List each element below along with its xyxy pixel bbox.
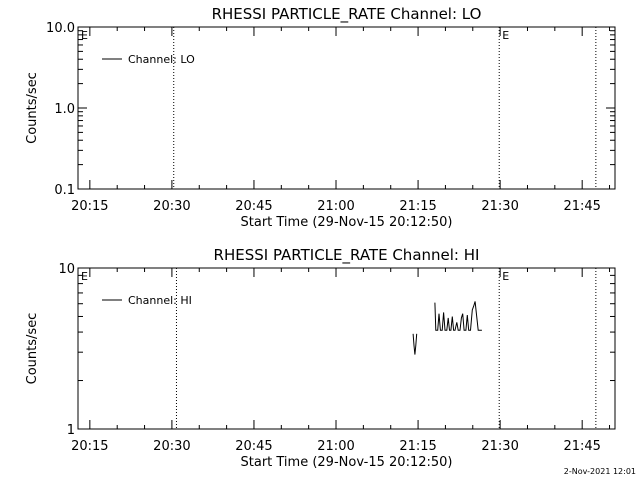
x-tick-label: 20:45 <box>235 439 272 454</box>
y-tick-label: 0.1 <box>54 183 75 198</box>
data-series-line <box>434 301 482 331</box>
x-axis-label: Start Time (29-Nov-15 20:12:50) <box>241 215 453 230</box>
x-tick-label: 20:30 <box>153 199 190 214</box>
event-marker-label: E <box>502 270 509 283</box>
y-tick-label: 10 <box>58 262 75 277</box>
legend-entry: Channel: LO <box>128 53 195 66</box>
chart-title: RHESSI PARTICLE_RATE Channel: LO <box>212 5 482 24</box>
chart-title: RHESSI PARTICLE_RATE Channel: HI <box>214 246 480 265</box>
x-tick-label: 20:15 <box>71 199 108 214</box>
data-series-line <box>412 333 418 355</box>
legend-entry: Channel: HI <box>128 294 192 307</box>
x-tick-label: 21:15 <box>399 199 436 214</box>
x-tick-label: 20:45 <box>235 199 272 214</box>
x-tick-label: 21:30 <box>481 199 518 214</box>
x-tick-label: 21:00 <box>317 199 354 214</box>
x-tick-label: 20:30 <box>153 439 190 454</box>
y-axis-label: Counts/sec <box>25 313 40 385</box>
edge-marker-label: E <box>81 29 88 42</box>
event-marker-label: E <box>502 29 509 42</box>
plot-frame <box>77 267 616 430</box>
y-tick-label: 1 <box>67 423 75 438</box>
x-tick-label: 20:15 <box>71 439 108 454</box>
hi-channel-plot: RHESSI PARTICLE_RATE Channel: HI Start Ti… <box>25 246 616 470</box>
x-tick-label: 21:00 <box>317 439 354 454</box>
lo-channel-plot: RHESSI PARTICLE_RATE Channel: LO Start Ti… <box>25 5 616 230</box>
y-tick-label: 10.0 <box>46 21 75 36</box>
x-tick-label: 21:45 <box>563 439 600 454</box>
x-axis-label: Start Time (29-Nov-15 20:12:50) <box>241 455 453 470</box>
edge-marker-label: E <box>81 270 88 283</box>
x-tick-label: 21:45 <box>563 199 600 214</box>
x-tick-label: 21:30 <box>481 439 518 454</box>
y-tick-label: 1.0 <box>54 102 75 117</box>
x-tick-label: 21:15 <box>399 439 436 454</box>
plot-frame <box>77 26 616 190</box>
footer-timestamp: 2-Nov-2021 12:01 <box>564 467 636 476</box>
y-axis-label: Counts/sec <box>25 72 40 144</box>
